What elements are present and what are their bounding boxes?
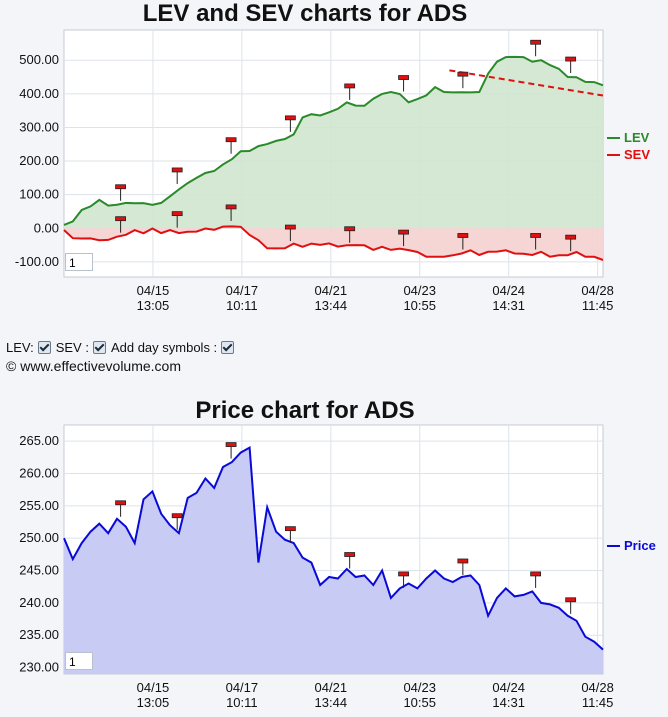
lev-y-tick-label: 100.00 [19, 187, 59, 202]
lev-y-tick-label: -100.00 [15, 254, 59, 269]
sev-day-marker [344, 226, 356, 232]
sev-day-marker [530, 233, 542, 238]
price-x-tick-date: 04/17 [226, 680, 259, 695]
lev-x-tick-date: 04/21 [315, 283, 348, 298]
lev-day-marker [225, 137, 237, 143]
price-x-tick-time: 14:31 [492, 695, 525, 710]
price-x-tick-time: 10:11 [226, 695, 258, 710]
day-symbols-checkbox[interactable] [221, 341, 235, 354]
price-x-tick-date: 04/15 [137, 680, 170, 695]
price-x-tick-date: 04/21 [315, 680, 348, 695]
price-day-marker [171, 513, 183, 519]
lev-y-tick-label: 500.00 [19, 52, 59, 67]
lev-y-tick-label: 200.00 [19, 153, 59, 168]
lev-x-tick-date: 04/23 [403, 283, 436, 298]
lev-toggle-label: LEV: [6, 340, 34, 355]
price-day-marker [565, 597, 577, 603]
lev-x-tick-date: 04/28 [581, 283, 614, 298]
sev-day-marker [398, 229, 409, 235]
lev-x-tick-time: 13:44 [315, 298, 348, 313]
lev-trendline [449, 69, 604, 97]
lev-x-tick-date: 04/24 [492, 283, 525, 298]
price-area [64, 447, 603, 674]
lev-x-tick-date: 04/15 [137, 283, 170, 298]
price-line [63, 445, 604, 651]
lev-x-tick-time: 13:05 [137, 298, 170, 313]
lev-day-marker [457, 71, 469, 77]
legend-lev-label: LEV [624, 130, 650, 145]
price-chart: Price chart for ADS 265.00 260.00 255.00 25… [19, 397, 656, 710]
lev-day-marker [530, 39, 542, 45]
price-y-tick-label: 245.00 [19, 563, 59, 578]
price-day-marker [530, 571, 542, 577]
price-y-tick-label: 230.00 [19, 660, 59, 675]
price-y-tick-label: 250.00 [19, 530, 59, 545]
copyright-text: © www.effectivevolume.com [6, 358, 182, 374]
price-day-marker [344, 552, 356, 557]
lev-x-tick-time: 14:31 [492, 298, 525, 313]
lev-x-tick-time: 10:55 [403, 298, 436, 313]
price-x-tick-time: 13:44 [315, 695, 348, 710]
lev-day-marker [398, 75, 409, 80]
price-day-marker [398, 571, 409, 577]
price-day-marker [225, 442, 237, 447]
price-chart-title: Price chart for ADS [195, 397, 414, 424]
lev-day-marker [344, 83, 356, 89]
lev-line [63, 55, 604, 226]
price-day-marker [284, 526, 296, 532]
price-x-tick-date: 04/28 [581, 680, 614, 695]
sev-day-marker [171, 211, 183, 217]
legend-price-label: Price [624, 538, 656, 553]
price-x-tick-date: 04/24 [492, 680, 525, 695]
lev-y-tick-label: 300.00 [19, 119, 59, 134]
price-x-tick-time: 13:05 [137, 695, 170, 710]
price-x-tick-time: 11:45 [582, 695, 614, 710]
top-zoom-input[interactable]: 1 [65, 253, 93, 271]
lev-x-tick-time: 10:11 [226, 298, 258, 313]
lev-area [64, 56, 603, 229]
legend-sev-label: SEV [624, 147, 650, 162]
lev-y-tick-label: 400.00 [19, 86, 59, 101]
lev-day-marker [115, 184, 126, 190]
lev-chart-title: LEV and SEV charts for ADS [143, 0, 468, 27]
sev-day-marker [457, 233, 469, 238]
day-symbols-label: Add day symbols : [110, 340, 218, 355]
lev-y-tick-label: 0.00 [34, 220, 59, 235]
lev-checkbox[interactable] [37, 341, 51, 354]
sev-line [63, 225, 604, 261]
price-y-tick-label: 265.00 [19, 433, 59, 448]
lev-day-marker [284, 115, 296, 121]
sev-day-marker [225, 204, 237, 210]
sev-day-marker [284, 224, 296, 230]
lev-sev-chart: LEV and SEV charts for ADS 500.00 400.00 3… [15, 0, 650, 313]
price-y-tick-label: 260.00 [19, 466, 59, 481]
chart-options: LEV: SEV : Add day symbols : [6, 340, 237, 355]
sev-toggle-label: SEV : [55, 340, 89, 355]
sev-day-marker [115, 216, 126, 222]
sev-day-marker [565, 234, 577, 240]
price-x-tick-time: 10:55 [403, 695, 436, 710]
lev-x-tick-time: 11:45 [582, 298, 614, 313]
lev-x-tick-date: 04/17 [226, 283, 259, 298]
price-y-tick-label: 240.00 [19, 595, 59, 610]
price-day-marker [115, 500, 126, 506]
bottom-zoom-input[interactable]: 1 [65, 652, 93, 670]
lev-plot-area: 500.00 400.00 300.00 200.00 100.00 0.00 -100.0… [15, 29, 614, 313]
price-plot-area: 265.00 260.00 255.00 250.00 245.00 240.00 235.… [19, 424, 614, 710]
sev-checkbox[interactable] [92, 341, 106, 354]
price-day-marker [457, 558, 469, 564]
lev-day-marker [565, 56, 577, 62]
lev-day-marker [171, 167, 183, 173]
price-x-tick-date: 04/23 [403, 680, 436, 695]
price-y-tick-label: 255.00 [19, 498, 59, 513]
price-y-tick-label: 235.00 [19, 627, 59, 642]
